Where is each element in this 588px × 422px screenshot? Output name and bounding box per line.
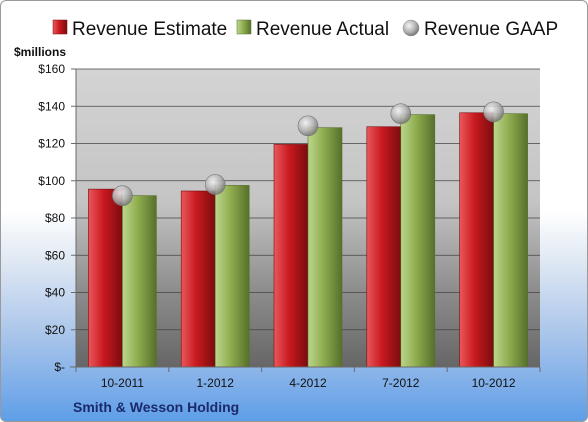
legend-label-estimate: Revenue Estimate xyxy=(72,19,227,40)
marker-revenue-gaap xyxy=(390,103,412,124)
x-category-label: 10-2012 xyxy=(472,376,516,390)
bars xyxy=(88,112,528,368)
y-tick-label: $- xyxy=(54,360,65,374)
y-tick-label: $80 xyxy=(45,211,65,225)
legend: Revenue Estimate Revenue Actual Revenue … xyxy=(52,19,558,40)
x-category-label: 10-2011 xyxy=(101,376,144,390)
y-tick-label: $120 xyxy=(38,137,65,151)
bar-revenue-actual xyxy=(400,114,436,368)
x-category-label: 1-2012 xyxy=(197,376,235,390)
legend-swatch-actual xyxy=(236,19,252,35)
y-tick-label: $60 xyxy=(45,248,65,262)
marker-revenue-gaap xyxy=(483,101,504,123)
legend-marker-gaap xyxy=(402,19,420,37)
bar-revenue-estimate xyxy=(180,190,216,368)
legend-label-gaap: Revenue GAAP xyxy=(424,19,558,40)
y-tick-label: $160 xyxy=(38,62,65,76)
bar-revenue-actual xyxy=(122,195,157,368)
bar-revenue-estimate xyxy=(273,144,309,368)
gaap-markers xyxy=(112,101,504,206)
bar-revenue-actual xyxy=(307,127,343,368)
bar-revenue-estimate xyxy=(88,188,123,368)
bar-revenue-actual xyxy=(214,185,250,368)
bar-revenue-estimate xyxy=(366,126,402,368)
y-tick-label: $40 xyxy=(45,286,65,300)
x-category-label: 4-2012 xyxy=(289,376,327,390)
x-axis-categories: 10-2011 1-2012 4-2012 7-2012 10-2012 xyxy=(75,367,541,390)
marker-revenue-gaap xyxy=(297,115,319,137)
y-axis-ticks: $- $20 $40 $60 $80 $100 $120 $140 $160 xyxy=(38,62,76,374)
bar-revenue-estimate xyxy=(459,112,494,368)
bar-revenue-actual xyxy=(493,113,528,368)
y-tick-label: $140 xyxy=(38,99,65,113)
y-tick-label: $20 xyxy=(45,323,65,337)
legend-label-actual: Revenue Actual xyxy=(256,19,389,40)
y-axis-unit-label: $millions xyxy=(14,45,66,59)
legend-swatch-estimate xyxy=(52,19,68,35)
x-category-label: 7-2012 xyxy=(382,376,420,390)
marker-revenue-gaap xyxy=(204,174,226,195)
y-tick-label: $100 xyxy=(38,174,65,188)
marker-revenue-gaap xyxy=(112,185,133,206)
company-name: Smith & Wesson Holding xyxy=(73,399,239,415)
